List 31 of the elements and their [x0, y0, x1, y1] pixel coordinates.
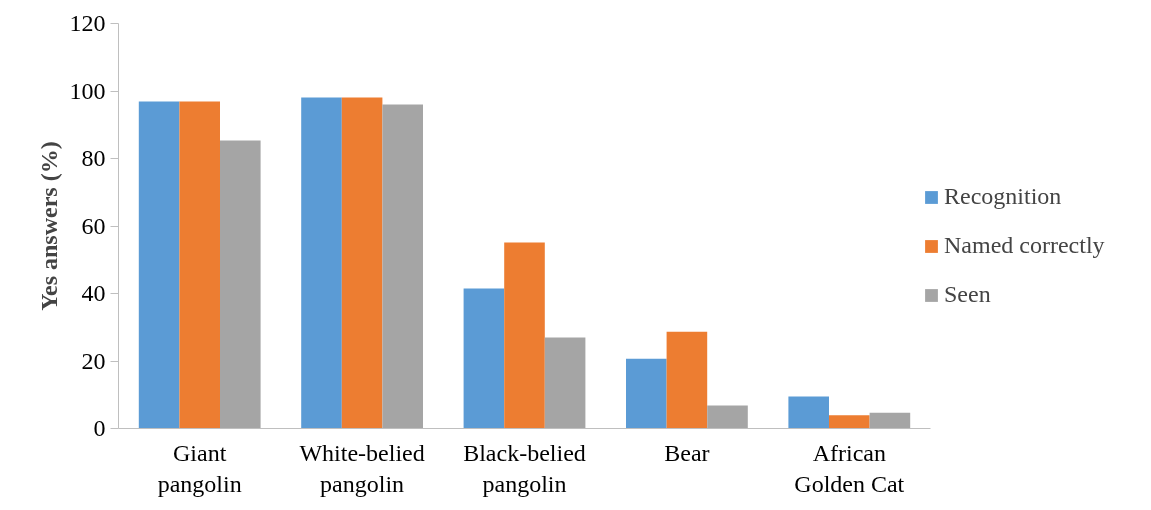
y-axis-title: Yes answers (%)	[35, 141, 62, 311]
legend-label: Seen	[944, 281, 991, 308]
x-tick-label: Giant pangolin	[157, 439, 242, 497]
y-tick-label: 40	[81, 280, 106, 306]
y-tick-label: 0	[93, 415, 106, 441]
bar	[788, 396, 829, 429]
x-tick-label: African Golden Cat	[794, 439, 905, 497]
bar	[544, 337, 586, 429]
x-tick-label: White-belied pangolin	[299, 439, 425, 497]
bar	[829, 415, 870, 429]
bar	[463, 288, 505, 429]
bar	[707, 405, 748, 429]
bar	[220, 140, 261, 429]
bar	[626, 358, 667, 429]
bar	[382, 104, 423, 429]
y-tick-label: 60	[81, 212, 106, 239]
bar	[301, 97, 342, 429]
bar	[179, 101, 220, 429]
y-tick-label: 100	[69, 77, 106, 104]
bar	[504, 242, 545, 429]
y-tick-label: 20	[81, 347, 106, 374]
bar	[869, 412, 911, 429]
x-tick-label: Black-belied pangolin	[463, 439, 586, 497]
legend-label: Named correctly	[944, 232, 1105, 259]
bar	[666, 331, 708, 429]
x-tick-label: Bear	[664, 439, 710, 466]
y-tick-label: 80	[81, 145, 106, 171]
y-tick-label: 120	[69, 10, 106, 36]
bar	[138, 101, 180, 429]
bar	[341, 97, 383, 429]
legend-label: Recognition	[944, 183, 1062, 210]
